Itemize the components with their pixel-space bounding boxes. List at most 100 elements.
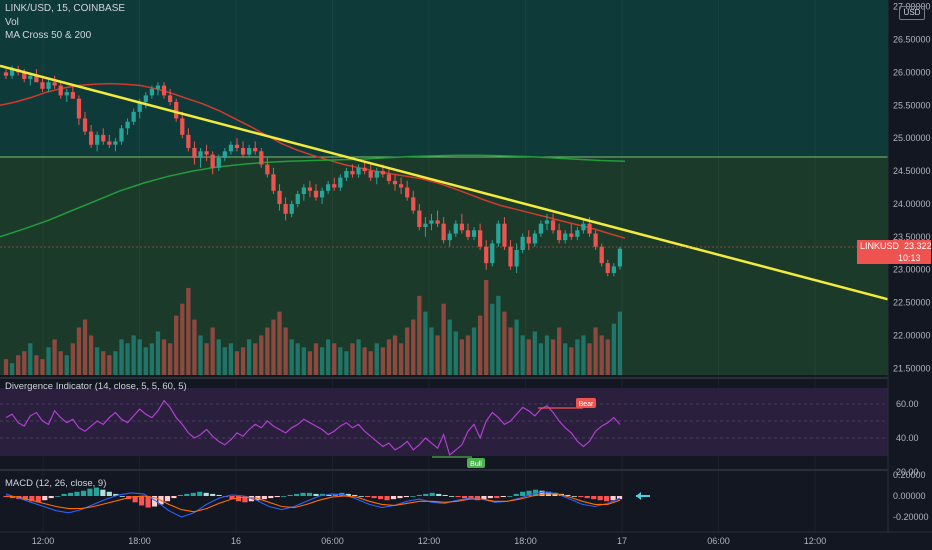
volume-bar: [332, 343, 337, 375]
ma-legend[interactable]: MA Cross 50 & 200: [5, 30, 92, 41]
macd-histogram-bar: [345, 493, 351, 496]
macd-histogram-bar: [74, 491, 80, 496]
volume-bar: [301, 347, 306, 375]
volume-bar: [398, 343, 404, 375]
volume-bar: [28, 343, 33, 375]
volume-bar: [40, 359, 45, 375]
macd-histogram-bar: [358, 496, 364, 497]
macd-histogram-bar: [210, 493, 216, 496]
volume-bar: [569, 347, 574, 375]
macd-histogram-bar: [500, 496, 506, 498]
volume-bar: [362, 347, 367, 375]
candle-body: [417, 210, 422, 227]
candle-body: [155, 85, 161, 89]
volume-bar: [423, 311, 428, 375]
macd-histogram-bar: [416, 494, 422, 496]
volume-bar: [58, 351, 63, 375]
macd-histogram-bar: [229, 496, 235, 500]
candle-body: [277, 190, 282, 204]
volume-bar: [277, 311, 282, 375]
candle-body: [344, 171, 349, 178]
candle-body: [520, 236, 525, 250]
candle-body: [247, 148, 252, 155]
volume-bars: [3, 280, 623, 375]
macd-histogram-bar: [397, 496, 403, 499]
last-symbol: LINKUSD: [857, 240, 903, 252]
candle-body: [380, 171, 385, 175]
volume-bar: [119, 339, 124, 375]
volume-bar: [228, 343, 234, 375]
macd-histogram-bar: [403, 496, 409, 498]
candle-body: [532, 233, 537, 244]
bear-label: Bear: [576, 398, 596, 408]
candle-body: [216, 157, 221, 168]
macd-histogram-bar: [371, 496, 377, 499]
volume-bar: [313, 343, 319, 375]
macd-histogram-bar: [87, 488, 93, 496]
candle-body: [350, 171, 355, 175]
volume-bar: [544, 335, 550, 375]
time-axis[interactable]: [0, 532, 932, 550]
candle-body: [95, 134, 100, 145]
time-tick-label: 18:00: [514, 536, 537, 546]
macd-histogram-bar: [481, 496, 487, 500]
volume-bar: [107, 355, 112, 375]
volume-bar: [490, 303, 495, 375]
macd-histogram: [3, 487, 623, 508]
volume-bar: [611, 323, 616, 375]
volume-bar: [477, 315, 483, 375]
volume-bar: [575, 339, 580, 375]
rsi-band: [0, 388, 888, 456]
volume-bar: [374, 343, 379, 375]
candle-body: [465, 230, 471, 237]
volume-bar: [259, 335, 264, 375]
volume-bar: [198, 335, 203, 375]
volume-bar: [76, 327, 82, 375]
macd-legend[interactable]: MACD (12, 26, close, 9): [5, 478, 107, 489]
symbol-legend[interactable]: LINK/USD, 15, COINBASE: [5, 3, 126, 14]
volume-bar: [88, 335, 94, 375]
candle-body: [362, 167, 367, 172]
macd-histogram-bar: [68, 492, 74, 496]
rsi-tick-label: 40.00: [896, 433, 919, 443]
macd-histogram-bar: [578, 496, 584, 498]
macd-histogram-bar: [106, 491, 112, 496]
macd-histogram-bar: [520, 491, 526, 496]
macd-histogram-bar: [616, 496, 623, 500]
candle-body: [502, 223, 507, 247]
volume-bar: [350, 343, 355, 375]
volume-bar: [435, 335, 440, 375]
candle-body: [599, 246, 604, 264]
rsi-legend[interactable]: Divergence Indicator (14, close, 5, 5, 6…: [5, 381, 187, 392]
volume-bar: [46, 347, 51, 375]
candle-body: [58, 85, 63, 96]
trendline[interactable]: [0, 64, 889, 301]
candle-body: [484, 246, 489, 264]
candle-body: [125, 121, 130, 129]
candle-body: [617, 248, 623, 267]
price-axis[interactable]: [888, 0, 932, 532]
candle-body: [259, 151, 264, 165]
macd-histogram-bar: [513, 493, 519, 496]
macd-histogram-bar: [507, 496, 513, 497]
candle-body: [289, 203, 294, 214]
volume-bar: [319, 347, 325, 375]
macd-histogram-bar: [384, 496, 390, 501]
currency-badge[interactable]: USD: [899, 6, 925, 20]
volume-bar: [234, 351, 240, 375]
time-tick-label: 06:00: [707, 536, 730, 546]
vol-legend[interactable]: Vol: [5, 17, 19, 28]
volume-bar: [386, 339, 392, 375]
volume-bar: [344, 351, 349, 375]
volume-bar: [222, 347, 227, 375]
macd-histogram-bar: [197, 491, 203, 496]
candle-body: [538, 223, 544, 234]
candle-body: [575, 230, 580, 237]
last-price: 23.32230: [904, 241, 932, 251]
time-tick-label: 17: [617, 536, 627, 546]
volume-bar: [356, 339, 361, 375]
macd-histogram-bar: [332, 493, 338, 496]
macd-histogram-bar: [487, 496, 493, 499]
macd-histogram-bar: [177, 494, 183, 496]
